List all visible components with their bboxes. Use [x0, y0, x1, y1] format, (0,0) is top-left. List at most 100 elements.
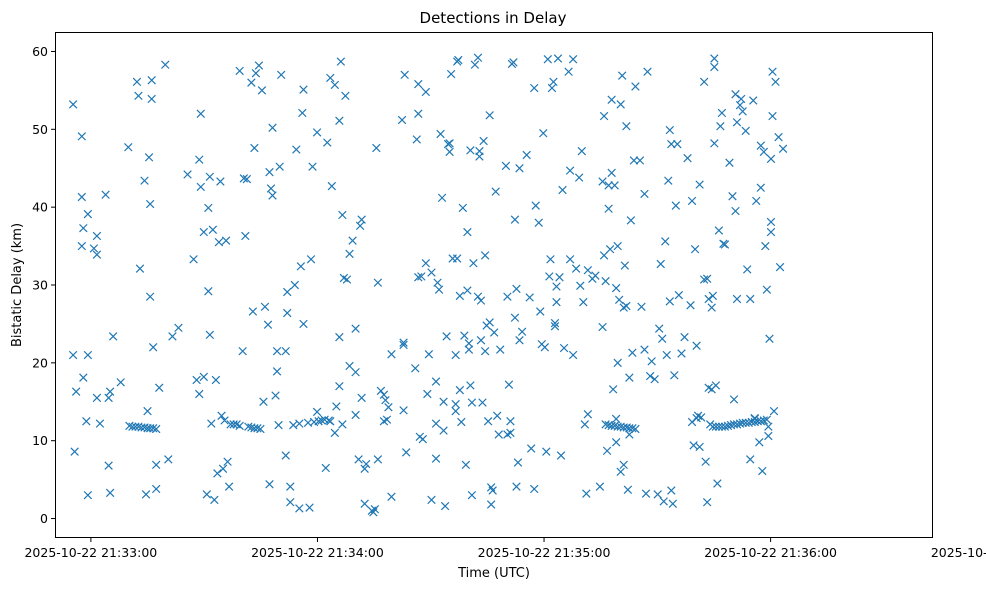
data-point — [446, 69, 456, 79]
data-point — [604, 181, 613, 190]
data-point — [321, 463, 330, 473]
data-point — [274, 420, 283, 430]
data-point — [421, 87, 431, 97]
data-point — [759, 147, 769, 157]
data-point — [312, 407, 322, 417]
data-point — [454, 55, 463, 65]
data-point — [680, 332, 689, 342]
data-point — [451, 406, 460, 416]
data-point — [704, 294, 713, 304]
data-point — [370, 504, 380, 514]
data-point — [577, 146, 587, 156]
x-tick-label: 2025-10-22 21:36:00 — [704, 545, 837, 560]
data-point — [224, 482, 234, 491]
data-point — [576, 281, 585, 291]
data-point — [77, 192, 87, 202]
data-point — [213, 469, 222, 478]
data-point — [467, 490, 477, 500]
data-point — [238, 346, 247, 356]
data-point — [531, 201, 540, 210]
data-point — [466, 381, 475, 390]
data-point — [628, 348, 637, 357]
data-point — [217, 411, 226, 421]
data-point — [242, 174, 252, 184]
data-point — [250, 143, 259, 153]
data-point — [256, 424, 265, 434]
data-point — [695, 442, 704, 452]
data-point — [687, 196, 697, 206]
data-point — [690, 244, 700, 254]
data-point — [192, 375, 201, 385]
data-point — [496, 345, 505, 354]
data-point — [423, 389, 432, 399]
data-point — [708, 422, 718, 431]
data-point — [485, 318, 494, 327]
data-point — [336, 57, 346, 66]
data-point — [545, 272, 554, 281]
data-point — [778, 144, 788, 153]
data-point — [348, 236, 357, 245]
data-point — [667, 139, 676, 149]
data-point — [622, 301, 631, 311]
data-point — [526, 444, 536, 453]
data-point — [491, 187, 500, 196]
data-point — [145, 292, 155, 301]
y-tick-label: 30 — [32, 278, 48, 293]
data-point — [710, 62, 719, 72]
chart-title: Detections in Delay — [420, 9, 567, 27]
data-point — [617, 71, 627, 80]
data-point — [338, 210, 347, 220]
data-point — [276, 70, 286, 80]
data-point — [549, 77, 558, 87]
data-point — [379, 390, 389, 399]
data-point — [281, 346, 290, 356]
data-point — [711, 422, 721, 431]
data-point — [101, 190, 110, 199]
data-point — [671, 201, 681, 210]
data-point — [308, 162, 317, 171]
data-point — [306, 255, 316, 264]
data-point — [323, 138, 332, 147]
data-point — [635, 156, 645, 165]
data-point — [144, 153, 154, 162]
data-point — [132, 77, 142, 87]
data-point — [275, 162, 284, 171]
data-point — [414, 272, 423, 282]
data-point — [174, 323, 183, 333]
data-point — [140, 176, 149, 185]
data-point — [128, 422, 137, 431]
data-point — [248, 307, 258, 316]
data-point — [614, 295, 624, 305]
data-point — [625, 430, 634, 439]
data-point — [387, 350, 396, 359]
data-point — [401, 448, 411, 457]
data-point — [728, 192, 737, 201]
data-point — [476, 336, 486, 345]
data-point — [292, 145, 301, 154]
data-point — [736, 94, 746, 104]
data-point — [470, 60, 480, 69]
data-point — [741, 126, 750, 136]
data-point — [161, 60, 170, 69]
data-point — [195, 155, 204, 164]
data-point — [673, 139, 682, 149]
data-point — [95, 419, 105, 428]
data-point — [70, 447, 79, 456]
data-point — [286, 482, 295, 491]
y-tick-label: 40 — [32, 200, 48, 215]
data-point — [579, 297, 588, 307]
data-point — [641, 489, 651, 498]
data-point — [707, 303, 716, 312]
data-point — [658, 334, 667, 343]
data-point — [427, 268, 436, 277]
data-point — [714, 226, 724, 235]
data-point — [214, 237, 224, 247]
data-point — [473, 292, 483, 301]
data-point — [457, 417, 466, 427]
data-point — [147, 76, 156, 85]
data-point — [455, 385, 465, 395]
data-point — [124, 142, 133, 152]
data-point — [650, 374, 659, 384]
data-point — [489, 328, 499, 337]
